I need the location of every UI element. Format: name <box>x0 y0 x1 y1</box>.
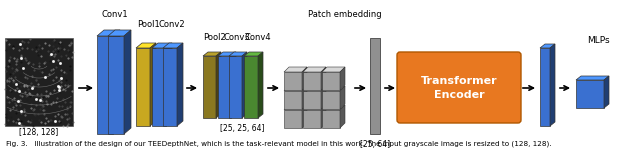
Polygon shape <box>302 67 307 90</box>
Polygon shape <box>321 105 326 128</box>
Polygon shape <box>163 43 183 48</box>
Polygon shape <box>113 30 120 134</box>
Polygon shape <box>203 56 216 118</box>
Polygon shape <box>284 67 307 72</box>
Polygon shape <box>284 72 302 90</box>
Polygon shape <box>302 86 307 109</box>
Text: Pool2: Pool2 <box>204 33 227 42</box>
Polygon shape <box>258 52 263 118</box>
Polygon shape <box>303 86 326 91</box>
Polygon shape <box>231 52 236 118</box>
Polygon shape <box>303 105 326 110</box>
Polygon shape <box>218 52 236 56</box>
Text: Conv4: Conv4 <box>244 33 271 42</box>
Polygon shape <box>340 86 345 109</box>
Bar <box>370 38 380 134</box>
Polygon shape <box>321 86 326 109</box>
Polygon shape <box>284 110 302 128</box>
Polygon shape <box>322 105 345 110</box>
Polygon shape <box>152 43 172 48</box>
Text: Patch embedding: Patch embedding <box>308 10 382 19</box>
Polygon shape <box>340 67 345 90</box>
Polygon shape <box>244 52 263 56</box>
Polygon shape <box>321 67 326 90</box>
Text: Transformer
Encoder: Transformer Encoder <box>420 75 497 99</box>
Polygon shape <box>97 36 113 134</box>
Text: [25, 64]: [25, 64] <box>360 140 390 148</box>
Polygon shape <box>218 56 231 118</box>
Bar <box>5 38 73 126</box>
Text: MLPs: MLPs <box>587 36 609 45</box>
Polygon shape <box>284 105 307 110</box>
Polygon shape <box>322 72 340 90</box>
Polygon shape <box>576 80 604 108</box>
Polygon shape <box>136 48 150 126</box>
Polygon shape <box>136 43 156 48</box>
Text: [25, 25, 64]: [25, 25, 64] <box>220 124 264 133</box>
Polygon shape <box>303 110 321 128</box>
Polygon shape <box>150 43 156 126</box>
FancyBboxPatch shape <box>397 52 521 123</box>
Text: Conv1: Conv1 <box>102 10 128 19</box>
Polygon shape <box>604 76 609 108</box>
Text: Fig. 3.   Illustration of the design of our TEEDepthNet, which is the task-relev: Fig. 3. Illustration of the design of ou… <box>6 140 552 147</box>
Polygon shape <box>540 48 550 126</box>
Polygon shape <box>152 48 166 126</box>
Polygon shape <box>322 86 345 91</box>
Polygon shape <box>322 91 340 109</box>
Polygon shape <box>97 30 120 36</box>
Polygon shape <box>108 36 124 134</box>
Polygon shape <box>108 30 131 36</box>
Text: [128, 128]: [128, 128] <box>19 127 59 136</box>
Polygon shape <box>216 52 221 118</box>
Text: Conv2: Conv2 <box>159 20 186 29</box>
Polygon shape <box>203 52 221 56</box>
Polygon shape <box>303 91 321 109</box>
Polygon shape <box>124 30 131 134</box>
Polygon shape <box>322 110 340 128</box>
Polygon shape <box>229 52 247 56</box>
Polygon shape <box>303 67 326 72</box>
Polygon shape <box>177 43 183 126</box>
Polygon shape <box>244 56 258 118</box>
Polygon shape <box>340 105 345 128</box>
Polygon shape <box>576 76 609 80</box>
Polygon shape <box>163 48 177 126</box>
Text: Conv3: Conv3 <box>223 33 250 42</box>
Polygon shape <box>229 56 242 118</box>
Polygon shape <box>302 105 307 128</box>
Polygon shape <box>540 44 555 48</box>
Polygon shape <box>550 44 555 126</box>
Text: Pool1: Pool1 <box>136 20 159 29</box>
Polygon shape <box>242 52 247 118</box>
Polygon shape <box>166 43 172 126</box>
Polygon shape <box>284 86 307 91</box>
Polygon shape <box>284 91 302 109</box>
Polygon shape <box>322 67 345 72</box>
Polygon shape <box>303 72 321 90</box>
